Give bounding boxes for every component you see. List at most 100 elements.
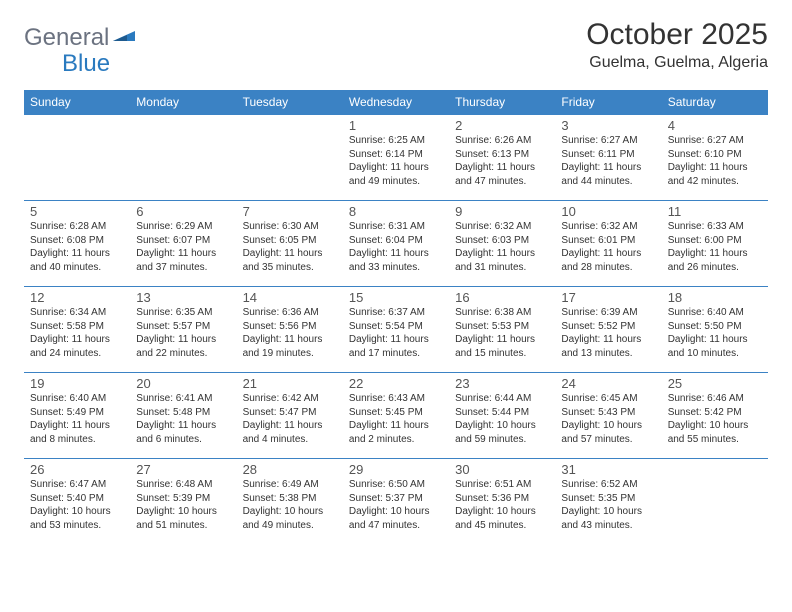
calendar-day-cell: 31Sunrise: 6:52 AMSunset: 5:35 PMDayligh… <box>555 459 661 545</box>
calendar-day-cell: 7Sunrise: 6:30 AMSunset: 6:05 PMDaylight… <box>237 201 343 287</box>
day-number: 25 <box>668 376 762 391</box>
sunrise-text: Sunrise: 6:40 AM <box>30 392 124 406</box>
daylight-text: Daylight: 11 hours and 24 minutes. <box>30 333 124 360</box>
sunrise-text: Sunrise: 6:39 AM <box>561 306 655 320</box>
sunset-text: Sunset: 6:13 PM <box>455 148 549 162</box>
daylight-text: Daylight: 10 hours and 59 minutes. <box>455 419 549 446</box>
sunrise-text: Sunrise: 6:51 AM <box>455 478 549 492</box>
calendar-day-cell: 1Sunrise: 6:25 AMSunset: 6:14 PMDaylight… <box>343 115 449 201</box>
day-number: 17 <box>561 290 655 305</box>
day-info: Sunrise: 6:34 AMSunset: 5:58 PMDaylight:… <box>30 306 124 360</box>
sunrise-text: Sunrise: 6:25 AM <box>349 134 443 148</box>
daylight-text: Daylight: 10 hours and 51 minutes. <box>136 505 230 532</box>
daylight-text: Daylight: 11 hours and 2 minutes. <box>349 419 443 446</box>
day-number: 20 <box>136 376 230 391</box>
sunset-text: Sunset: 6:00 PM <box>668 234 762 248</box>
sunset-text: Sunset: 6:05 PM <box>243 234 337 248</box>
daylight-text: Daylight: 11 hours and 40 minutes. <box>30 247 124 274</box>
calendar-day-cell: 5Sunrise: 6:28 AMSunset: 6:08 PMDaylight… <box>24 201 130 287</box>
sunset-text: Sunset: 6:03 PM <box>455 234 549 248</box>
brand-text-general: General <box>24 24 109 52</box>
sunrise-text: Sunrise: 6:38 AM <box>455 306 549 320</box>
calendar-day-cell <box>662 459 768 545</box>
sunset-text: Sunset: 5:44 PM <box>455 406 549 420</box>
calendar-day-cell: 6Sunrise: 6:29 AMSunset: 6:07 PMDaylight… <box>130 201 236 287</box>
sunrise-text: Sunrise: 6:28 AM <box>30 220 124 234</box>
sunset-text: Sunset: 5:56 PM <box>243 320 337 334</box>
sunset-text: Sunset: 6:11 PM <box>561 148 655 162</box>
calendar-week-row: 1Sunrise: 6:25 AMSunset: 6:14 PMDaylight… <box>24 115 768 201</box>
sunrise-text: Sunrise: 6:32 AM <box>455 220 549 234</box>
calendar-day-cell: 13Sunrise: 6:35 AMSunset: 5:57 PMDayligh… <box>130 287 236 373</box>
sunrise-text: Sunrise: 6:40 AM <box>668 306 762 320</box>
day-number: 23 <box>455 376 549 391</box>
sunset-text: Sunset: 6:08 PM <box>30 234 124 248</box>
sunset-text: Sunset: 5:58 PM <box>30 320 124 334</box>
day-number: 30 <box>455 462 549 477</box>
calendar-day-cell <box>130 115 236 201</box>
sunrise-text: Sunrise: 6:31 AM <box>349 220 443 234</box>
weekday-header-row: Sunday Monday Tuesday Wednesday Thursday… <box>24 90 768 115</box>
daylight-text: Daylight: 11 hours and 28 minutes. <box>561 247 655 274</box>
calendar-day-cell: 25Sunrise: 6:46 AMSunset: 5:42 PMDayligh… <box>662 373 768 459</box>
day-number: 26 <box>30 462 124 477</box>
day-info: Sunrise: 6:52 AMSunset: 5:35 PMDaylight:… <box>561 478 655 532</box>
sunrise-text: Sunrise: 6:35 AM <box>136 306 230 320</box>
day-number: 28 <box>243 462 337 477</box>
sunset-text: Sunset: 5:36 PM <box>455 492 549 506</box>
flag-icon <box>113 27 135 50</box>
calendar-week-row: 26Sunrise: 6:47 AMSunset: 5:40 PMDayligh… <box>24 459 768 545</box>
day-info: Sunrise: 6:35 AMSunset: 5:57 PMDaylight:… <box>136 306 230 360</box>
daylight-text: Daylight: 11 hours and 33 minutes. <box>349 247 443 274</box>
weekday-header: Tuesday <box>237 90 343 115</box>
sunset-text: Sunset: 5:53 PM <box>455 320 549 334</box>
day-number: 18 <box>668 290 762 305</box>
sunrise-text: Sunrise: 6:43 AM <box>349 392 443 406</box>
day-info: Sunrise: 6:33 AMSunset: 6:00 PMDaylight:… <box>668 220 762 274</box>
month-title: October 2025 <box>586 18 768 52</box>
sunrise-text: Sunrise: 6:32 AM <box>561 220 655 234</box>
day-info: Sunrise: 6:41 AMSunset: 5:48 PMDaylight:… <box>136 392 230 446</box>
day-number: 21 <box>243 376 337 391</box>
calendar-day-cell <box>24 115 130 201</box>
calendar-day-cell <box>237 115 343 201</box>
sunset-text: Sunset: 5:45 PM <box>349 406 443 420</box>
sunrise-text: Sunrise: 6:46 AM <box>668 392 762 406</box>
calendar-day-cell: 16Sunrise: 6:38 AMSunset: 5:53 PMDayligh… <box>449 287 555 373</box>
sunset-text: Sunset: 5:38 PM <box>243 492 337 506</box>
day-info: Sunrise: 6:38 AMSunset: 5:53 PMDaylight:… <box>455 306 549 360</box>
day-number: 2 <box>455 118 549 133</box>
weekday-header: Monday <box>130 90 236 115</box>
sunset-text: Sunset: 5:47 PM <box>243 406 337 420</box>
day-info: Sunrise: 6:36 AMSunset: 5:56 PMDaylight:… <box>243 306 337 360</box>
sunrise-text: Sunrise: 6:41 AM <box>136 392 230 406</box>
day-info: Sunrise: 6:27 AMSunset: 6:11 PMDaylight:… <box>561 134 655 188</box>
day-info: Sunrise: 6:48 AMSunset: 5:39 PMDaylight:… <box>136 478 230 532</box>
sunset-text: Sunset: 6:01 PM <box>561 234 655 248</box>
calendar-day-cell: 21Sunrise: 6:42 AMSunset: 5:47 PMDayligh… <box>237 373 343 459</box>
weekday-header: Thursday <box>449 90 555 115</box>
calendar-day-cell: 18Sunrise: 6:40 AMSunset: 5:50 PMDayligh… <box>662 287 768 373</box>
day-number: 16 <box>455 290 549 305</box>
day-info: Sunrise: 6:45 AMSunset: 5:43 PMDaylight:… <box>561 392 655 446</box>
sunset-text: Sunset: 5:54 PM <box>349 320 443 334</box>
sunrise-text: Sunrise: 6:27 AM <box>561 134 655 148</box>
sunset-text: Sunset: 6:07 PM <box>136 234 230 248</box>
day-number: 6 <box>136 204 230 219</box>
day-info: Sunrise: 6:28 AMSunset: 6:08 PMDaylight:… <box>30 220 124 274</box>
calendar-day-cell: 19Sunrise: 6:40 AMSunset: 5:49 PMDayligh… <box>24 373 130 459</box>
sunrise-text: Sunrise: 6:27 AM <box>668 134 762 148</box>
day-info: Sunrise: 6:49 AMSunset: 5:38 PMDaylight:… <box>243 478 337 532</box>
sunset-text: Sunset: 5:39 PM <box>136 492 230 506</box>
sunrise-text: Sunrise: 6:48 AM <box>136 478 230 492</box>
day-info: Sunrise: 6:27 AMSunset: 6:10 PMDaylight:… <box>668 134 762 188</box>
day-info: Sunrise: 6:31 AMSunset: 6:04 PMDaylight:… <box>349 220 443 274</box>
daylight-text: Daylight: 11 hours and 44 minutes. <box>561 161 655 188</box>
day-info: Sunrise: 6:51 AMSunset: 5:36 PMDaylight:… <box>455 478 549 532</box>
sunrise-text: Sunrise: 6:44 AM <box>455 392 549 406</box>
day-info: Sunrise: 6:29 AMSunset: 6:07 PMDaylight:… <box>136 220 230 274</box>
sunrise-text: Sunrise: 6:36 AM <box>243 306 337 320</box>
day-info: Sunrise: 6:47 AMSunset: 5:40 PMDaylight:… <box>30 478 124 532</box>
sunset-text: Sunset: 5:40 PM <box>30 492 124 506</box>
daylight-text: Daylight: 10 hours and 55 minutes. <box>668 419 762 446</box>
